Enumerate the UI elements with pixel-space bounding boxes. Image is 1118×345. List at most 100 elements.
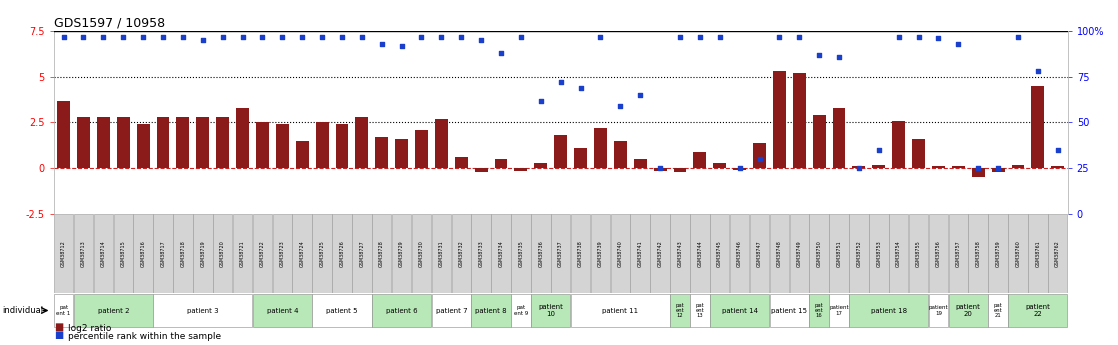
Text: GSM38737: GSM38737: [558, 240, 563, 267]
Text: GSM38758: GSM38758: [976, 240, 980, 267]
Bar: [116, 117, 130, 168]
Text: patient 2: patient 2: [97, 307, 129, 314]
Bar: [833, 108, 845, 168]
Bar: [455, 157, 467, 168]
Bar: [614, 141, 627, 168]
Bar: [693, 152, 707, 168]
Bar: [932, 166, 945, 168]
Point: [413, 34, 430, 39]
Text: GSM38733: GSM38733: [479, 240, 484, 267]
Bar: [452, 214, 471, 293]
Bar: [988, 214, 1007, 293]
Bar: [296, 141, 309, 168]
Text: GSM38748: GSM38748: [777, 240, 781, 267]
Text: GSM38736: GSM38736: [538, 240, 543, 267]
Bar: [435, 119, 448, 168]
Bar: [571, 294, 670, 327]
Text: GSM38735: GSM38735: [519, 240, 523, 267]
Text: log2 ratio: log2 ratio: [68, 324, 112, 333]
Bar: [312, 214, 332, 293]
Point: [472, 37, 490, 43]
Text: GSM38755: GSM38755: [916, 240, 921, 267]
Point: [790, 34, 808, 39]
Text: GSM38720: GSM38720: [220, 240, 225, 267]
Bar: [133, 214, 153, 293]
Text: GSM38714: GSM38714: [101, 240, 106, 267]
Text: patient 11: patient 11: [603, 307, 638, 314]
Text: GSM38726: GSM38726: [340, 240, 344, 267]
Bar: [690, 294, 710, 327]
Point: [154, 34, 172, 39]
Text: ■: ■: [54, 322, 63, 332]
Point: [770, 34, 788, 39]
Text: GSM38715: GSM38715: [121, 240, 125, 267]
Text: patient 18: patient 18: [871, 307, 907, 314]
Bar: [690, 214, 710, 293]
Bar: [673, 168, 686, 172]
Point: [552, 79, 570, 85]
Point: [949, 41, 967, 47]
Bar: [392, 214, 411, 293]
Bar: [216, 117, 229, 168]
Text: GSM38757: GSM38757: [956, 240, 960, 267]
Bar: [1008, 214, 1027, 293]
Point: [811, 52, 828, 58]
Bar: [793, 73, 806, 168]
Text: patient 8: patient 8: [475, 307, 506, 314]
Text: patient 6: patient 6: [386, 307, 417, 314]
Bar: [173, 214, 192, 293]
Bar: [571, 214, 590, 293]
Text: GSM38750: GSM38750: [816, 240, 822, 267]
Text: GSM38759: GSM38759: [996, 240, 1001, 267]
Text: GDS1597 / 10958: GDS1597 / 10958: [54, 17, 164, 30]
Text: patient
10: patient 10: [538, 304, 563, 317]
Bar: [809, 214, 828, 293]
Point: [591, 34, 609, 39]
Text: GSM38752: GSM38752: [856, 240, 862, 267]
Text: GSM38747: GSM38747: [757, 240, 762, 267]
Text: GSM38722: GSM38722: [259, 240, 265, 267]
Point: [254, 34, 272, 39]
Point: [353, 34, 371, 39]
Bar: [97, 117, 110, 168]
Bar: [670, 214, 690, 293]
Bar: [157, 117, 170, 168]
Bar: [1008, 294, 1068, 327]
Bar: [769, 214, 789, 293]
Point: [492, 50, 510, 56]
Bar: [114, 214, 133, 293]
Bar: [253, 294, 312, 327]
Bar: [710, 214, 729, 293]
Point: [929, 36, 947, 41]
Point: [453, 34, 471, 39]
Point: [274, 34, 292, 39]
Text: patient 4: patient 4: [266, 307, 299, 314]
Text: GSM38742: GSM38742: [657, 240, 663, 267]
Bar: [233, 214, 253, 293]
Text: pat
ent 9: pat ent 9: [514, 305, 528, 316]
Bar: [253, 214, 272, 293]
Point: [55, 34, 73, 39]
Text: pat
ent
16: pat ent 16: [815, 303, 824, 318]
Bar: [315, 122, 329, 168]
Bar: [472, 214, 491, 293]
Bar: [631, 214, 650, 293]
Text: GSM38721: GSM38721: [240, 240, 245, 267]
Point: [333, 34, 351, 39]
Point: [234, 34, 252, 39]
Bar: [77, 117, 89, 168]
Bar: [972, 168, 985, 177]
Point: [890, 34, 908, 39]
Bar: [892, 121, 906, 168]
Point: [632, 92, 650, 98]
Bar: [372, 214, 391, 293]
Point: [75, 34, 93, 39]
Bar: [809, 294, 828, 327]
Bar: [415, 130, 428, 168]
Point: [94, 34, 112, 39]
Point: [1029, 69, 1046, 74]
Bar: [136, 124, 150, 168]
Point: [910, 34, 928, 39]
Text: pat
ent
21: pat ent 21: [994, 303, 1003, 318]
Bar: [551, 214, 570, 293]
